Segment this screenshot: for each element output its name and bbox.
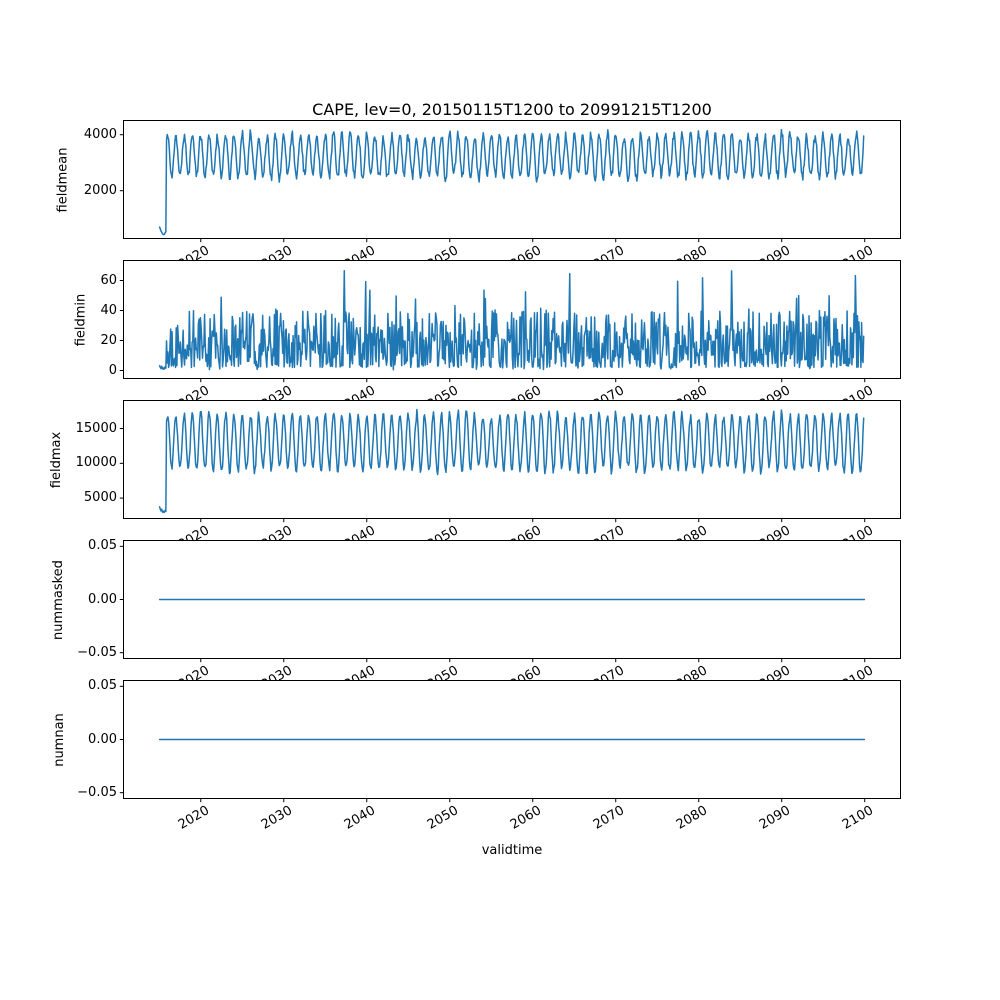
x-tick-label: 2040 [341,803,378,833]
subplot-numnan: 2020 2030 2040 2050 2060 2070 2080 2090 2100 −0.0… [52,679,901,833]
y-tick-label: 40 [100,302,117,318]
subplot-fieldmin: 2020 2030 2040 2050 2060 2070 2080 2090 2100 0 20 4… [73,260,901,413]
x-tick-label: 2100 [839,803,876,833]
y-tick-label: 10000 [75,455,117,471]
y-axis-label-wrap: fieldmean [55,121,71,238]
y-axis-label-wrap: numnan [52,681,68,798]
y-tick-label: 0 [108,362,117,378]
y-tick-label: 0.00 [88,591,117,607]
y-axis-label-wrap: nummasked [51,541,67,658]
y-tick-label: −0.05 [77,644,117,660]
y-tick-label: 15000 [75,420,117,436]
x-tick-label: 2050 [424,803,461,833]
y-tick-label: 20 [100,332,117,348]
y-tick-label: 0.05 [88,678,117,694]
x-axis-label: validtime [481,843,543,858]
y-tick-label: −0.05 [77,784,117,800]
y-axis-label-fieldmin: fieldmin [73,293,89,346]
plot-area-nummasked [119,545,866,663]
plot-area-fieldmax [119,408,866,523]
y-tick-label: 60 [100,272,117,288]
plot-area-fieldmean [119,128,866,243]
y-tick-label: 5000 [83,490,117,506]
x-tick-label: 2030 [258,803,295,833]
y-axis-label-fieldmax: fieldmax [49,431,64,488]
y-axis-label-fieldmean: fieldmean [55,147,71,212]
plot-area-fieldmin [119,270,866,383]
x-tick-label: 2080 [673,803,710,833]
x-tick-label: 2090 [756,803,793,833]
x-tick-label: 2070 [590,803,627,833]
y-tick-label: 2000 [83,182,117,198]
y-tick-label: 4000 [83,126,117,142]
data-line-fieldmean [158,128,865,236]
y-tick-label: 0.05 [88,538,117,554]
data-line-fieldmax [158,408,865,514]
chart-title: CAPE, lev=0, 20150115T1200 to 20991215T1… [312,100,712,119]
subplot-fieldmean: 2020 2030 2040 2050 2060 2070 2080 2090 2100 2000… [55,120,901,273]
y-axis-label-numnan: numnan [52,712,67,767]
subplot-nummasked: 2020 2030 2040 2050 2060 2070 2080 2090 2100 −0.0… [51,539,901,693]
y-tick-label: 0.00 [88,731,117,747]
plot-area-numnan [119,685,866,803]
y-axis-label-nummasked: nummasked [51,559,66,640]
y-axis-label-wrap: fieldmin [73,261,89,378]
subplot-fieldmax: 2020 2030 2040 2050 2060 2070 2080 2090 2100 5000… [49,400,901,553]
y-axis-label-wrap: fieldmax [49,401,65,518]
x-tick-label: 2060 [507,803,544,833]
data-line-fieldmin [158,270,865,371]
x-tick-label: 2020 [175,803,212,833]
